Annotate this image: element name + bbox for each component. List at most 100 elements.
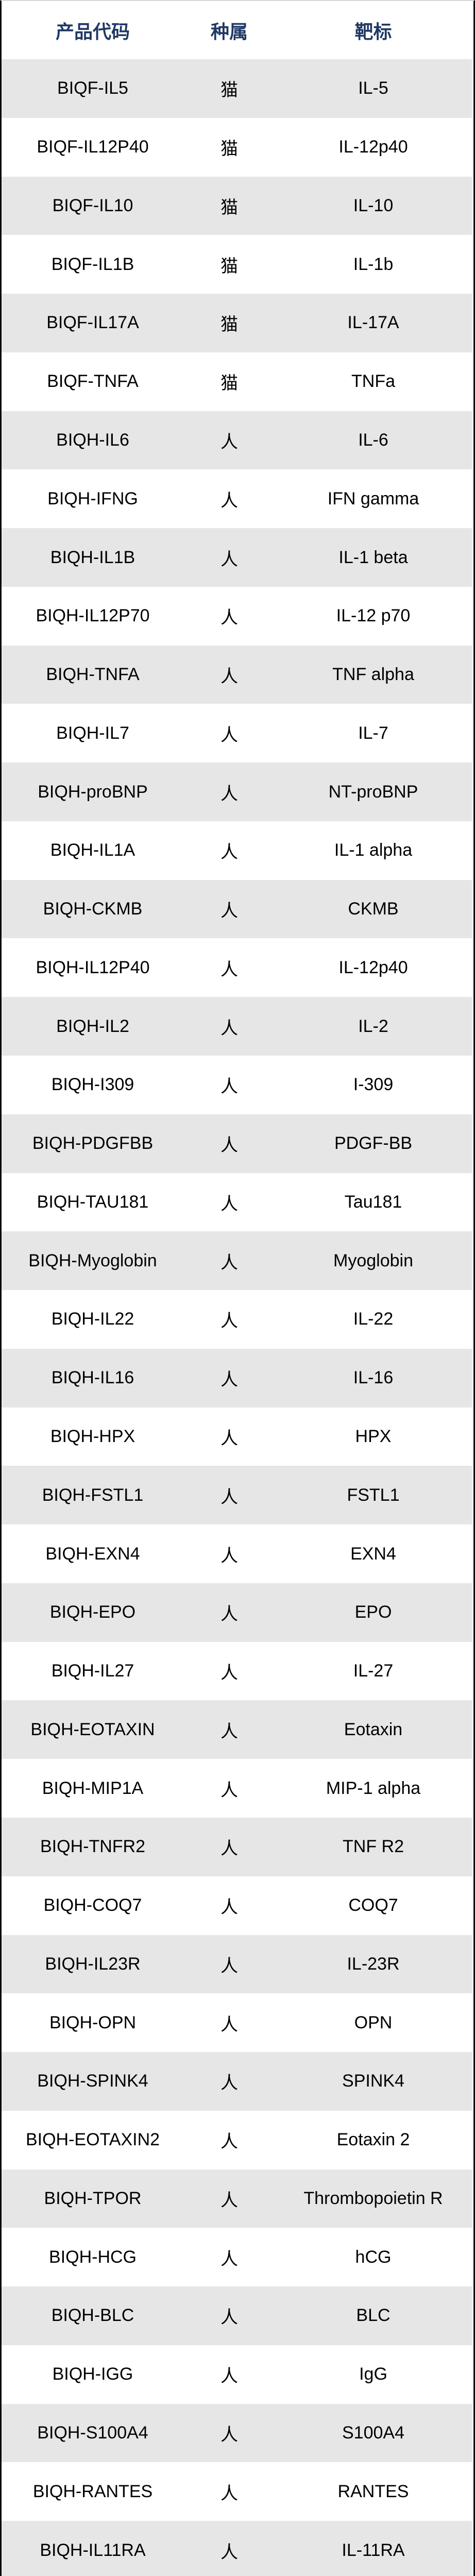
table-row: BIQH-FSTL1 人 FSTL1 <box>2 1466 472 1525</box>
table-row: BIQH-IL12P70 人 IL-12 p70 <box>2 586 472 646</box>
species-cell: 人 <box>220 1604 238 1624</box>
species-cell: 人 <box>220 1897 238 1918</box>
species-cell: 人 <box>220 901 238 921</box>
product-code-cell: BIQH-IL23R <box>45 1954 141 1974</box>
species-cell: 人 <box>220 549 238 569</box>
target-cell: SPINK4 <box>342 2071 404 2091</box>
species-cell: 人 <box>220 2073 238 2093</box>
product-code-cell: BIQF-IL17A <box>46 313 139 333</box>
target-cell: IL-17A <box>347 313 399 333</box>
species-cell: 人 <box>220 725 238 745</box>
species-cell: 人 <box>220 784 238 804</box>
table-row: BIQH-HCG 人 hCG <box>2 2228 472 2287</box>
target-cell: Eotaxin <box>344 1719 403 1739</box>
target-cell: RANTES <box>337 2481 409 2501</box>
table-row: BIQH-Myoglobin 人 Myoglobin <box>2 1231 472 1291</box>
target-cell: TNF R2 <box>343 1837 404 1857</box>
product-code-cell: BIQH-IL11RA <box>40 2540 146 2560</box>
product-code-cell: BIQH-IL12P70 <box>36 606 150 626</box>
species-cell: 人 <box>220 2366 238 2386</box>
table-row: BIQF-IL10 猫 IL-10 <box>2 176 472 235</box>
species-cell: 人 <box>220 1487 238 1507</box>
table-row: BIQH-IL22 人 IL-22 <box>2 1290 472 1349</box>
target-cell: IL-12p40 <box>338 957 408 977</box>
table-row: BIQH-I309 人 I-309 <box>2 1056 472 1114</box>
target-cell: TNF alpha <box>332 665 414 685</box>
product-code-cell: BIQH-IGG <box>52 2364 133 2384</box>
product-code-cell: BIQH-Myoglobin <box>28 1250 157 1270</box>
species-cell: 人 <box>220 1018 238 1038</box>
species-cell: 人 <box>220 2542 238 2562</box>
product-code-cell: BIQH-BLC <box>51 2306 134 2326</box>
product-code-cell: BIQH-IL16 <box>51 1368 134 1388</box>
target-cell: PDGF-BB <box>334 1133 413 1154</box>
product-code-cell: BIQH-OPN <box>49 2012 137 2032</box>
product-code-cell: BIQH-IL1B <box>50 547 135 567</box>
table-row: BIQH-IL12P40 人 IL-12p40 <box>2 938 472 997</box>
product-code-cell: BIQF-IL1B <box>51 254 134 274</box>
table-row: BIQH-TNFR2 人 TNF R2 <box>2 1817 472 1876</box>
product-code-cell: BIQH-proBNP <box>38 782 148 802</box>
species-cell: 猫 <box>220 374 238 394</box>
species-cell: 人 <box>220 959 238 979</box>
table-row: BIQH-IFNG 人 IFN gamma <box>2 469 472 529</box>
species-cell: 人 <box>220 1663 238 1683</box>
target-cell: hCG <box>355 2247 392 2267</box>
table-row: BIQH-RANTES 人 RANTES <box>2 2462 472 2521</box>
species-cell: 人 <box>220 2190 238 2210</box>
product-code-cell: BIQH-HCG <box>49 2247 137 2267</box>
table-row: BIQH-EXN4 人 EXN4 <box>2 1524 472 1583</box>
species-cell: 人 <box>220 2014 238 2035</box>
column-header-product-code: 产品代码 <box>55 21 130 42</box>
target-cell: IL-1 alpha <box>334 840 413 860</box>
species-cell: 人 <box>220 1311 238 1331</box>
table-row: BIQH-IL27 人 IL-27 <box>2 1641 472 1701</box>
target-cell: IL-12p40 <box>338 137 408 157</box>
species-cell: 人 <box>220 1370 238 1390</box>
target-cell: Myoglobin <box>333 1250 413 1270</box>
target-cell: EPO <box>354 1602 392 1622</box>
target-cell: MIP-1 alpha <box>326 1778 421 1798</box>
product-code-cell: BIQH-EOTAXIN <box>30 1719 155 1739</box>
species-cell: 人 <box>220 842 238 862</box>
species-cell: 猫 <box>220 315 238 335</box>
target-cell: IL-10 <box>353 195 394 215</box>
target-cell: IL-23R <box>347 1954 400 1974</box>
target-cell: CKMB <box>348 899 399 919</box>
target-cell: HPX <box>355 1426 392 1446</box>
table-row: BIQH-IL6 人 IL-6 <box>2 411 472 470</box>
target-cell: Thrombopoietin R <box>303 2188 443 2208</box>
product-code-cell: BIQH-IL1A <box>50 840 135 860</box>
target-cell: Tau181 <box>344 1192 402 1212</box>
species-cell: 人 <box>220 2249 238 2269</box>
species-cell: 人 <box>220 2425 238 2445</box>
target-cell: IFN gamma <box>327 488 419 509</box>
species-cell: 人 <box>220 1839 238 1859</box>
target-cell: IL-7 <box>358 723 388 743</box>
target-cell: IgG <box>359 2364 387 2384</box>
table-row: BIQH-TAU181 人 Tau181 <box>2 1173 472 1232</box>
target-cell: IL-16 <box>353 1368 394 1388</box>
table-row: BIQH-EOTAXIN2 人 Eotaxin 2 <box>2 2110 472 2170</box>
table-body: BIQF-IL5 猫 IL-5 BIQF-IL12P40 猫 IL-12p40 … <box>2 59 472 2576</box>
table-row: BIQH-TPOR 人 Thrombopoietin R <box>2 2169 472 2228</box>
table-row: BIQF-IL1B 猫 IL-1b <box>2 235 472 294</box>
table-row: BIQH-SPINK4 人 SPINK4 <box>2 2052 472 2111</box>
species-cell: 猫 <box>220 197 238 217</box>
table-row: BIQF-IL5 猫 IL-5 <box>2 59 472 118</box>
column-header-target: 靶标 <box>354 21 392 42</box>
target-cell: COQ7 <box>348 1895 398 1916</box>
product-code-cell: BIQH-TAU181 <box>37 1192 149 1212</box>
target-cell: S100A4 <box>342 2423 404 2443</box>
table-row: BIQH-IL1A 人 IL-1 alpha <box>2 821 472 880</box>
target-cell: IL-27 <box>353 1661 394 1681</box>
table-row: BIQF-IL17A 猫 IL-17A <box>2 294 472 352</box>
target-cell: I-309 <box>353 1075 394 1095</box>
target-cell: IL-2 <box>358 1016 388 1036</box>
target-cell: TNFa <box>351 371 395 392</box>
product-code-cell: BIQF-TNFA <box>47 371 139 392</box>
product-code-cell: BIQH-IL7 <box>56 723 129 743</box>
table-header: 产品代码 种属 靶标 <box>2 1 472 59</box>
target-cell: NT-proBNP <box>328 782 418 802</box>
table-row: BIQH-HPX 人 HPX <box>2 1407 472 1466</box>
